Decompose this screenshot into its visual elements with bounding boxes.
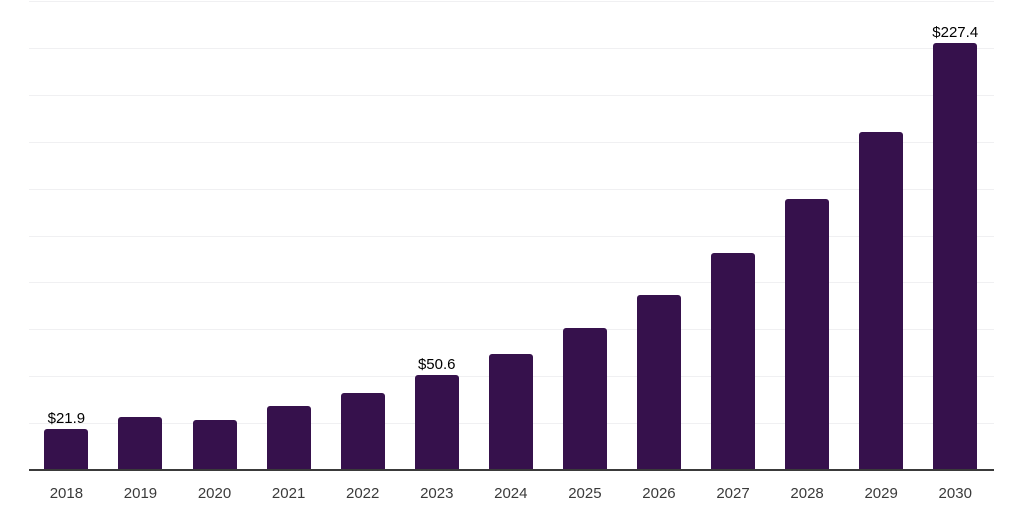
bar-2021 (266, 405, 311, 470)
bar-2026 (636, 294, 681, 470)
x-tick-label: 2024 (494, 485, 528, 502)
gridline (29, 329, 994, 331)
x-tick-label: 2028 (790, 485, 824, 502)
bar-2029 (859, 131, 904, 470)
bar-2020 (192, 420, 237, 470)
bar-2022 (340, 392, 385, 470)
bar-2018 (44, 428, 89, 470)
x-axis-line (29, 469, 994, 471)
bar-2027 (711, 252, 756, 470)
x-tick-label: 2029 (864, 485, 898, 502)
bar-2030 (933, 43, 978, 470)
x-tick-label: 2030 (938, 485, 972, 502)
bar-2023 (414, 375, 459, 470)
data-label-2030: $227.4 (932, 24, 979, 42)
data-label-2023: $50.6 (417, 356, 456, 374)
x-tick-label: 2018 (49, 485, 84, 502)
x-tick-label: 2020 (197, 485, 232, 502)
bar-2024 (488, 354, 533, 470)
x-tick-label: 2026 (642, 485, 676, 502)
bar-2019 (118, 417, 163, 470)
gridline (29, 282, 994, 284)
bar-2028 (785, 199, 830, 470)
gridline (29, 94, 994, 96)
gridline (29, 141, 994, 143)
gridline (29, 235, 994, 237)
x-tick-label: 2025 (568, 485, 602, 502)
bar-2025 (562, 328, 607, 470)
x-tick-label: 2023 (420, 485, 454, 502)
x-tick-label: 2027 (716, 485, 750, 502)
x-tick-label: 2019 (123, 485, 158, 502)
x-tick-label: 2022 (345, 485, 380, 502)
gridline (29, 188, 994, 190)
x-tick-label: 2021 (271, 485, 306, 502)
gridline (29, 1, 994, 2)
gridline (29, 47, 994, 49)
data-label-2018: $21.9 (47, 409, 86, 427)
